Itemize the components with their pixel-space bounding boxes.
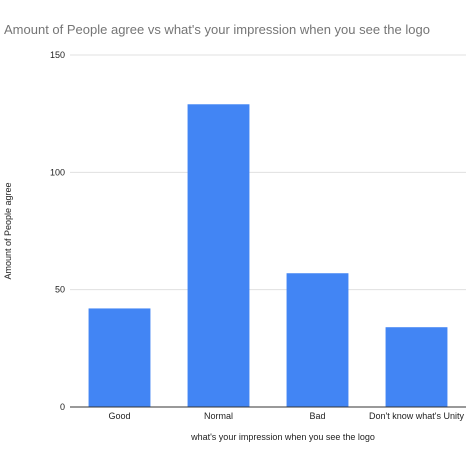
y-tick-label: 150 — [50, 50, 65, 60]
x-tick-label: Bad — [309, 411, 325, 421]
x-tick-label: Don't know what's Unity — [369, 411, 464, 421]
x-axis-ticks: Good Normal Bad Don't know what's Unity — [108, 411, 464, 421]
x-tick-label: Good — [108, 411, 130, 421]
chart-title: Amount of People agree vs what's your im… — [4, 22, 430, 37]
x-axis-title: what's your impression when you see the … — [190, 432, 375, 442]
bars — [88, 104, 448, 407]
x-tick-label: Normal — [204, 411, 233, 421]
y-tick-label: 0 — [60, 402, 65, 412]
bar — [286, 273, 349, 407]
gridlines — [70, 54, 466, 291]
bar — [88, 308, 151, 407]
bar — [187, 104, 250, 407]
y-axis-ticks: 0 50 100 150 — [50, 50, 65, 412]
y-tick-label: 100 — [50, 167, 65, 177]
y-axis-title: Amount of People agree — [3, 182, 13, 279]
y-tick-label: 50 — [55, 285, 65, 295]
bar — [385, 327, 448, 407]
